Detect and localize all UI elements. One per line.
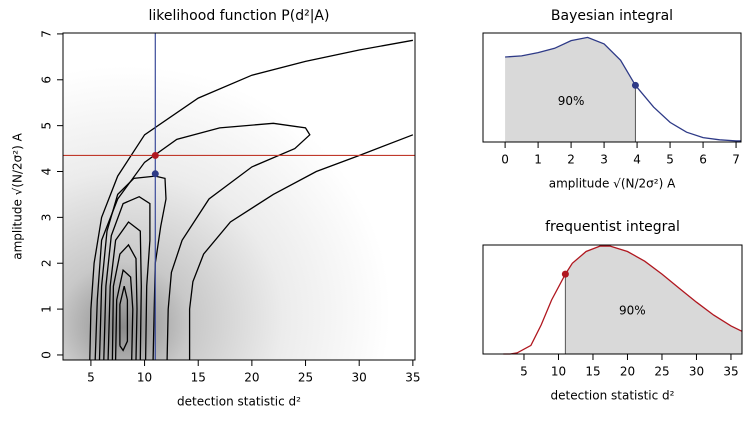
x-tick-label: 10 bbox=[551, 365, 566, 379]
density-curve bbox=[503, 245, 743, 355]
contour-line bbox=[114, 268, 134, 360]
x-tick-label: 5 bbox=[666, 153, 674, 167]
x-tick-label: 2 bbox=[567, 153, 575, 167]
x-tick-label: 0 bbox=[501, 153, 509, 167]
marker-point bbox=[631, 81, 639, 89]
x-tick-label: 5 bbox=[520, 365, 528, 379]
x-tick-label: 30 bbox=[352, 371, 367, 385]
shaded-area bbox=[505, 37, 636, 142]
contour-line bbox=[107, 221, 142, 360]
x-axis-label: detection statistic d² bbox=[177, 395, 301, 409]
y-tick-label: 7 bbox=[40, 30, 54, 38]
x-tick-label: 20 bbox=[244, 371, 259, 385]
x-tick-label: 5 bbox=[87, 371, 95, 385]
y-tick-label: 4 bbox=[40, 168, 54, 176]
point bbox=[151, 170, 159, 178]
y-tick-label: 1 bbox=[40, 305, 54, 313]
likelihood-shading bbox=[63, 33, 415, 360]
shaded-area bbox=[565, 246, 742, 354]
plot-frame bbox=[482, 244, 743, 355]
chart-title: frequentist integral bbox=[545, 219, 680, 235]
x-axis-label: detection statistic d² bbox=[551, 389, 675, 403]
contour-line bbox=[89, 39, 414, 360]
x-axis-label: amplitude √(N/2σ²) A bbox=[549, 177, 676, 191]
point bbox=[151, 151, 159, 159]
y-tick-label: 5 bbox=[40, 122, 54, 130]
contour-line bbox=[103, 195, 151, 360]
x-tick-label: 6 bbox=[699, 153, 707, 167]
contour-line bbox=[111, 243, 138, 360]
x-tick-label: 3 bbox=[600, 153, 608, 167]
chart-title: likelihood function P(d²|A) bbox=[149, 8, 330, 24]
x-tick-label: 20 bbox=[620, 365, 635, 379]
x-tick-label: 15 bbox=[585, 365, 600, 379]
annotation: 90% bbox=[619, 303, 646, 317]
x-tick-label: 35 bbox=[723, 365, 738, 379]
contour-line bbox=[119, 286, 129, 352]
chart-title: Bayesian integral bbox=[551, 8, 673, 24]
annotation: 90% bbox=[558, 94, 585, 108]
x-tick-label: 1 bbox=[534, 153, 542, 167]
y-tick-label: 3 bbox=[40, 214, 54, 222]
y-axis-label: amplitude √(N/2σ²) A bbox=[11, 132, 25, 259]
x-tick-label: 35 bbox=[405, 371, 420, 385]
x-tick-label: 25 bbox=[298, 371, 313, 385]
plot-area bbox=[63, 33, 415, 360]
x-tick-label: 7 bbox=[732, 153, 740, 167]
x-tick-label: 30 bbox=[689, 365, 704, 379]
y-tick-label: 2 bbox=[40, 259, 54, 267]
x-tick-label: 4 bbox=[633, 153, 641, 167]
y-tick-label: 0 bbox=[40, 351, 54, 359]
x-tick-label: 25 bbox=[654, 365, 669, 379]
density-curve bbox=[505, 36, 741, 142]
x-tick-label: 15 bbox=[191, 371, 206, 385]
y-tick-label: 6 bbox=[40, 76, 54, 84]
x-tick-label: 10 bbox=[137, 371, 152, 385]
plot-frame bbox=[482, 32, 742, 143]
marker-point bbox=[561, 270, 569, 278]
plot-frame bbox=[62, 32, 416, 361]
